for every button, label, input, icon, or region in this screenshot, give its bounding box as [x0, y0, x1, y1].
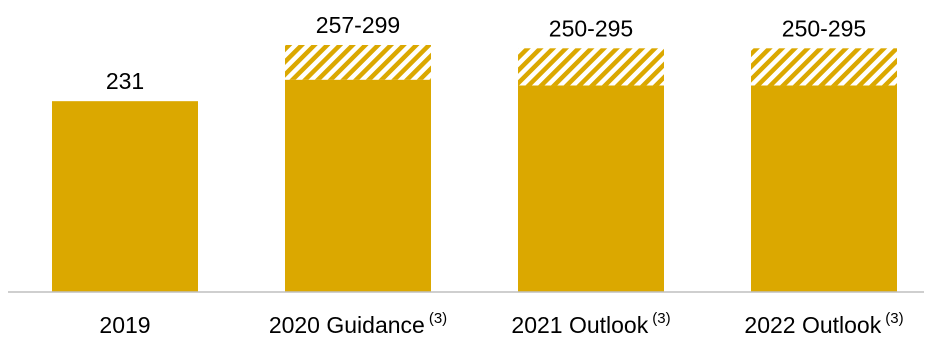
x-tick-label-1: 2020 Guidance (3) [269, 310, 447, 338]
x-tick-labels-group: 2019 2020 Guidance (3) 2021 Outlook (3) 2022 … [99, 310, 903, 338]
bar-range-3 [751, 48, 897, 86]
data-label-2: 250-295 [549, 15, 633, 41]
data-label-0: 231 [106, 68, 144, 94]
bar-range-1 [285, 45, 431, 80]
data-labels-group: 231 257-299 250-295 250-295 [106, 12, 866, 94]
x-tick-label-0: 2019 [99, 312, 150, 338]
bar-3 [751, 85, 897, 292]
bars-group [52, 45, 897, 293]
data-label-3: 250-295 [782, 15, 866, 41]
x-tick-label-3: 2022 Outlook (3) [744, 310, 903, 338]
bar-range-2 [518, 48, 664, 86]
data-label-1: 257-299 [316, 12, 400, 38]
bar-1 [285, 79, 431, 293]
bar-2 [518, 85, 664, 292]
bar-0 [52, 101, 198, 292]
x-tick-label-2: 2021 Outlook (3) [511, 310, 670, 338]
